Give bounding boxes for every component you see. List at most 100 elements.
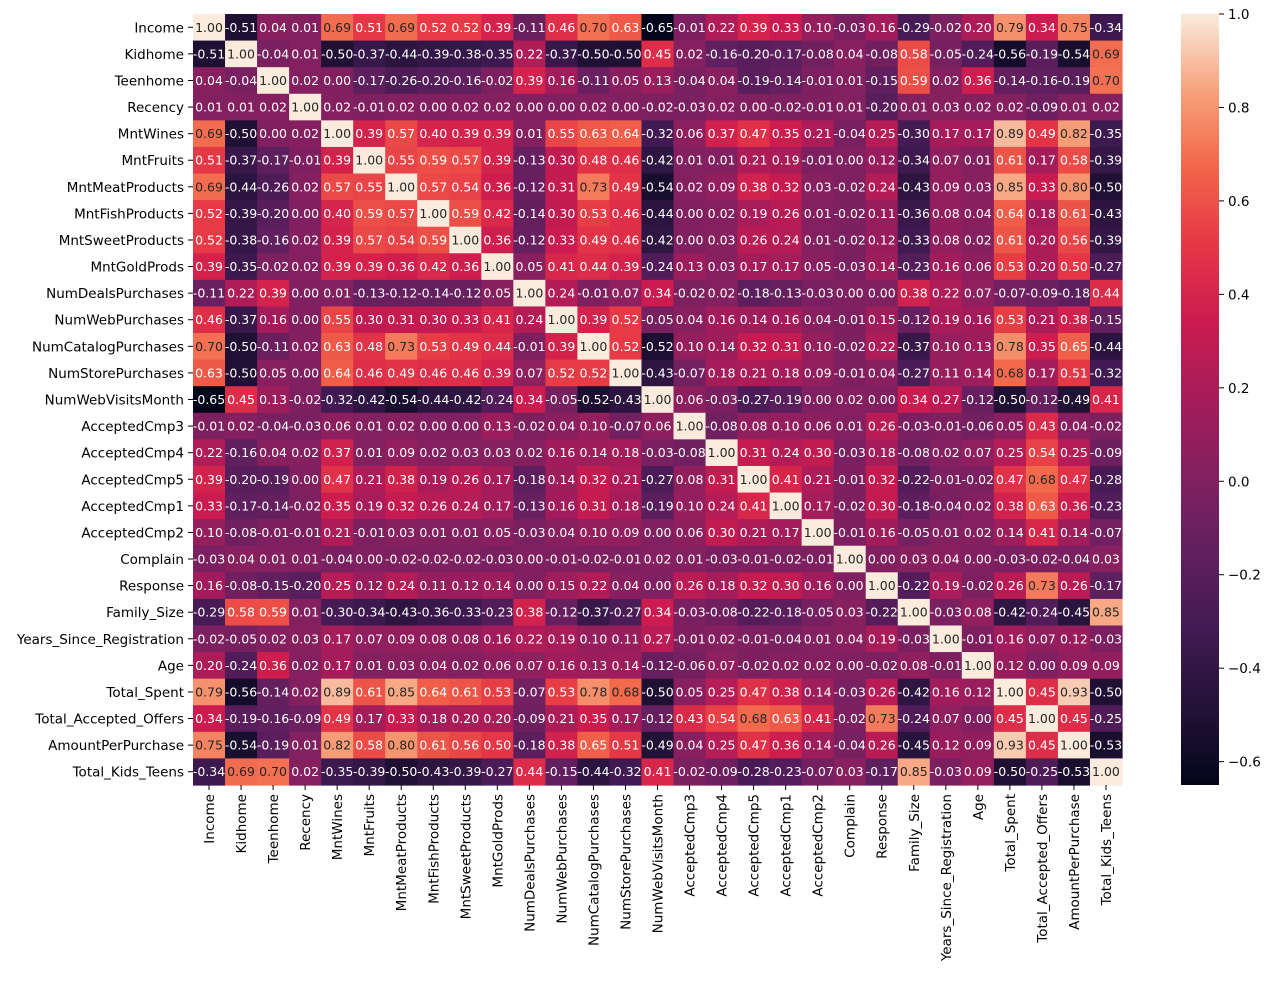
cell-annotation-13-7: 0.46 bbox=[419, 365, 447, 380]
heatmap-cell-9-28 bbox=[1089, 253, 1123, 281]
cell-annotation-5-7: 0.59 bbox=[419, 153, 447, 168]
heatmap-cell-8-20 bbox=[833, 226, 867, 254]
cell-annotation-6-17: 0.38 bbox=[740, 179, 768, 194]
heatmap-cell-15-4 bbox=[321, 412, 354, 440]
cell-annotation-21-18: 0.30 bbox=[772, 578, 800, 593]
cell-annotation-21-10: 0.00 bbox=[515, 578, 543, 593]
cell-annotation-8-2: -0.16 bbox=[257, 232, 289, 247]
cell-annotation-24-18: 0.02 bbox=[772, 658, 800, 673]
heatmap-cell-16-4 bbox=[321, 439, 354, 467]
cell-annotation-22-1: 0.58 bbox=[227, 605, 255, 620]
heatmap-cell-1-26 bbox=[1025, 40, 1059, 68]
cell-annotation-6-8: 0.54 bbox=[451, 179, 479, 194]
heatmap-cell-16-7 bbox=[417, 439, 450, 467]
cell-annotation-18-21: 0.30 bbox=[868, 498, 896, 513]
heatmap-cell-8-22 bbox=[897, 226, 931, 254]
cell-annotation-8-19: 0.01 bbox=[804, 232, 832, 247]
cell-annotation-12-28: -0.44 bbox=[1090, 339, 1122, 354]
x-tick-label-26: Total_Accepted_Offers bbox=[1035, 794, 1051, 944]
cell-annotation-24-6: 0.03 bbox=[387, 658, 415, 673]
cell-annotation-1-17: -0.20 bbox=[737, 46, 769, 61]
cell-annotation-28-26: -0.25 bbox=[1026, 764, 1058, 779]
cell-annotation-9-6: 0.36 bbox=[387, 259, 415, 274]
cell-annotation-27-4: 0.82 bbox=[323, 738, 351, 753]
cell-annotation-10-18: -0.13 bbox=[769, 286, 801, 301]
heatmap-cell-8-21 bbox=[865, 226, 899, 254]
heatmap-cell-13-12 bbox=[577, 359, 611, 387]
heatmap-cell-2-16 bbox=[705, 67, 739, 95]
heatmap-cell-2-12 bbox=[577, 67, 611, 95]
y-tick-label-5: MntFruits bbox=[122, 153, 184, 169]
heatmap-cell-5-1 bbox=[225, 146, 258, 175]
cell-annotation-25-1: -0.56 bbox=[225, 684, 257, 699]
cell-annotation-27-5: 0.58 bbox=[355, 738, 383, 753]
cell-annotation-19-14: 0.00 bbox=[644, 525, 672, 540]
heatmap-cell-16-3 bbox=[289, 439, 322, 467]
heatmap-cell-17-5 bbox=[353, 465, 386, 494]
heatmap-cell-14-22 bbox=[897, 386, 931, 414]
cell-annotation-9-20: -0.03 bbox=[834, 259, 866, 274]
cell-annotation-14-22: 0.34 bbox=[900, 392, 928, 407]
cell-annotation-18-8: 0.24 bbox=[451, 498, 479, 513]
cell-annotation-8-6: 0.54 bbox=[387, 232, 415, 247]
heatmap-cell-9-12 bbox=[577, 253, 611, 281]
heatmap-cell-3-1 bbox=[225, 93, 258, 121]
heatmap-cell-12-26 bbox=[1025, 333, 1059, 361]
cell-annotation-16-18: 0.24 bbox=[772, 445, 800, 460]
heatmap-cell-14-15 bbox=[673, 386, 707, 414]
heatmap-cell-12-10 bbox=[513, 333, 546, 361]
cell-annotation-26-21: 0.73 bbox=[868, 711, 896, 726]
cell-annotation-7-26: 0.18 bbox=[1028, 206, 1056, 221]
heatmap-cell-7-15 bbox=[673, 200, 707, 228]
cell-annotation-21-6: 0.24 bbox=[387, 578, 415, 593]
cell-annotation-20-25: -0.03 bbox=[994, 552, 1026, 567]
heatmap-cell-10-7 bbox=[417, 279, 450, 308]
heatmap-cell-1-24 bbox=[961, 40, 995, 68]
cell-annotation-25-18: 0.38 bbox=[772, 684, 800, 699]
heatmap-cell-5-2 bbox=[257, 146, 290, 175]
cell-annotation-26-5: 0.17 bbox=[355, 711, 383, 726]
cell-annotation-6-0: 0.69 bbox=[195, 179, 223, 194]
cell-annotation-10-3: 0.00 bbox=[291, 286, 319, 301]
heatmap-cell-2-20 bbox=[833, 67, 867, 95]
heatmap-cell-3-19 bbox=[801, 93, 835, 121]
cell-annotation-28-2: 0.70 bbox=[259, 764, 287, 779]
heatmap-cell-5-3 bbox=[289, 146, 322, 175]
cell-annotation-20-17: -0.01 bbox=[737, 552, 769, 567]
heatmap-cell-16-12 bbox=[577, 439, 611, 467]
heatmap-cell-9-22 bbox=[897, 253, 931, 281]
heatmap-cell-3-16 bbox=[705, 93, 739, 121]
cell-annotation-12-18: 0.31 bbox=[772, 339, 800, 354]
cell-annotation-19-15: 0.06 bbox=[676, 525, 704, 540]
heatmap-cell-1-7 bbox=[417, 40, 450, 68]
heatmap-cell-7-6 bbox=[385, 200, 418, 228]
cell-annotation-18-3: -0.02 bbox=[289, 498, 321, 513]
cell-annotation-10-9: 0.05 bbox=[483, 286, 511, 301]
cell-annotation-3-23: 0.03 bbox=[932, 100, 960, 115]
cell-annotation-28-1: 0.69 bbox=[227, 764, 255, 779]
cell-annotation-14-12: -0.52 bbox=[577, 392, 609, 407]
cell-annotation-14-9: -0.24 bbox=[481, 392, 513, 407]
cell-annotation-3-13: 0.00 bbox=[612, 100, 640, 115]
cell-annotation-7-15: 0.00 bbox=[676, 206, 704, 221]
heatmap-cell-16-9 bbox=[481, 439, 514, 467]
cell-annotation-27-21: 0.26 bbox=[868, 738, 896, 753]
cell-annotation-28-22: 0.85 bbox=[900, 764, 928, 779]
heatmap-cell-16-25 bbox=[993, 439, 1027, 467]
heatmap-cell-1-9 bbox=[481, 40, 514, 68]
cell-annotation-8-24: 0.02 bbox=[964, 232, 992, 247]
cell-annotation-18-18: 1.00 bbox=[772, 498, 800, 513]
cell-annotation-24-22: 0.08 bbox=[900, 658, 928, 673]
cell-annotation-10-15: -0.02 bbox=[673, 286, 705, 301]
cell-annotation-16-20: -0.03 bbox=[834, 445, 866, 460]
cell-annotation-4-1: -0.50 bbox=[225, 126, 257, 141]
cell-annotation-8-9: 0.36 bbox=[483, 232, 511, 247]
heatmap-cell-9-3 bbox=[289, 253, 322, 281]
cell-annotation-25-5: 0.61 bbox=[355, 684, 383, 699]
cell-annotation-18-19: 0.17 bbox=[804, 498, 832, 513]
heatmap-cell-13-9 bbox=[481, 359, 514, 387]
heatmap-cell-16-16 bbox=[705, 439, 739, 467]
heatmap-cell-3-7 bbox=[417, 93, 450, 121]
cell-annotation-9-17: 0.17 bbox=[740, 259, 768, 274]
cell-annotation-3-25: 0.02 bbox=[996, 100, 1024, 115]
